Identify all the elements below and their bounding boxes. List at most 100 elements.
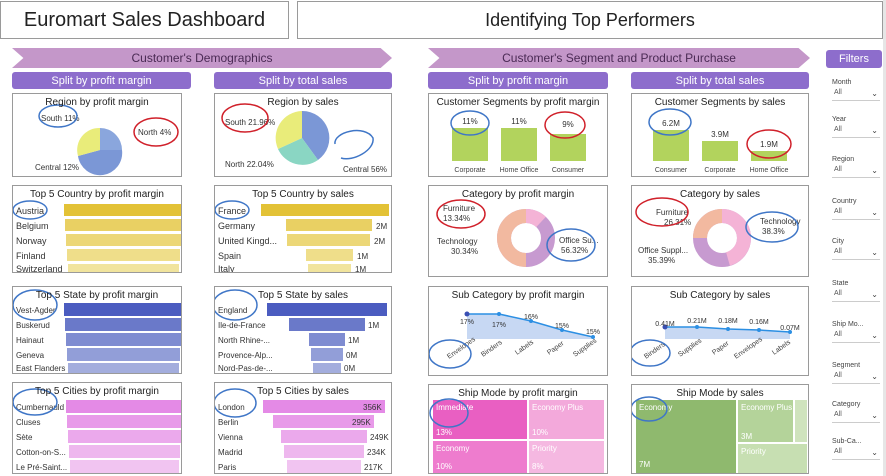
tile bbox=[738, 400, 793, 442]
filter-label: Month bbox=[832, 79, 852, 86]
value-label: 15% bbox=[555, 323, 569, 330]
state-profit-panel[interactable]: Top 5 State by profit margin Vest-Agder … bbox=[12, 286, 182, 374]
shipmode-profit-panel[interactable]: Ship Mode by profit margin Immediate 13%… bbox=[428, 384, 608, 474]
chevron-down-icon: ⌄ bbox=[871, 448, 878, 457]
tile bbox=[433, 400, 527, 439]
filter-state[interactable]: State All ⌄ bbox=[832, 280, 884, 302]
bar bbox=[261, 204, 389, 216]
filter-month[interactable]: Month All ⌄ bbox=[832, 79, 884, 101]
value-label: 295K bbox=[352, 418, 371, 427]
chevron-down-icon: ⌄ bbox=[871, 89, 878, 98]
category-label: Labels bbox=[514, 339, 535, 357]
category-label: Buskerud bbox=[16, 321, 50, 330]
value-label: 0.18M bbox=[718, 318, 738, 325]
category-label: Ile-de-France bbox=[218, 321, 266, 330]
dashboard-title: Euromart Sales Dashboard bbox=[0, 1, 289, 39]
filter-label: Ship Mo... bbox=[832, 321, 864, 328]
filter-dropdown[interactable]: All ⌄ bbox=[832, 411, 880, 423]
filter-sub-category[interactable]: Sub-Ca... All ⌄ bbox=[832, 438, 884, 460]
cities-profit-funnel: Cumbernauld Cluses Sète Cotton-on-S... L… bbox=[13, 388, 181, 473]
value-label: 2M bbox=[376, 222, 387, 231]
annotation-circle bbox=[632, 396, 668, 422]
tile bbox=[529, 441, 604, 473]
category-label: Cotton-on-S... bbox=[16, 448, 66, 457]
filter-ship-mode[interactable]: Ship Mo... All ⌄ bbox=[832, 321, 884, 343]
annotation-circle bbox=[13, 388, 58, 416]
subcategory-profit-panel[interactable]: Sub Category by profit margin 17% 17% 16… bbox=[428, 286, 608, 376]
category-label: Paris bbox=[218, 463, 236, 472]
filter-dropdown[interactable]: All ⌄ bbox=[832, 89, 880, 101]
bar bbox=[65, 318, 181, 331]
filter-value: All bbox=[834, 372, 842, 379]
category-sales-panel[interactable]: Category by sales Furniture 26.31% Techn… bbox=[631, 185, 809, 277]
filter-city[interactable]: City All ⌄ bbox=[832, 238, 884, 260]
category-label: Envelopes bbox=[733, 336, 764, 361]
filter-segment[interactable]: Segment All ⌄ bbox=[832, 362, 884, 384]
filter-dropdown[interactable]: All ⌄ bbox=[832, 248, 880, 260]
tile bbox=[795, 400, 807, 442]
category-label: Norway bbox=[16, 236, 47, 246]
annotation-circle bbox=[635, 197, 689, 227]
filter-region[interactable]: Region All ⌄ bbox=[832, 156, 884, 178]
segment-profit-panel[interactable]: Customer Segments by profit margin 11% 1… bbox=[428, 93, 608, 177]
filter-dropdown[interactable]: All ⌄ bbox=[832, 331, 880, 343]
cities-profit-panel[interactable]: Top 5 Cities by profit margin Cumbernaul… bbox=[12, 382, 182, 474]
country-sales-panel[interactable]: Top 5 Country by sales France Germany Un… bbox=[214, 185, 392, 273]
bar bbox=[308, 264, 351, 272]
category-label: Binders bbox=[480, 339, 504, 359]
bar bbox=[281, 430, 367, 443]
subcategory-sales-panel[interactable]: Sub Category by sales 0.41M 0.21M 0.18M … bbox=[631, 286, 809, 376]
filter-dropdown[interactable]: All ⌄ bbox=[832, 372, 880, 384]
annotation-circle bbox=[450, 110, 490, 136]
chart-title: Sub Category by sales bbox=[669, 290, 771, 301]
region-profit-panel[interactable]: Region by profit margin South 11% North … bbox=[12, 93, 182, 177]
country-profit-panel[interactable]: Top 5 Country by profit margin Austria B… bbox=[12, 185, 182, 273]
annotation-circle bbox=[546, 228, 596, 262]
segment-sales-panel[interactable]: Customer Segments by sales 6.2M 3.9M 1.9… bbox=[631, 93, 809, 177]
value-label: 1M bbox=[348, 336, 359, 345]
annotation-circle bbox=[436, 199, 486, 229]
bar bbox=[284, 445, 364, 458]
filter-country[interactable]: Country All ⌄ bbox=[832, 198, 884, 220]
filter-dropdown[interactable]: All ⌄ bbox=[832, 448, 880, 460]
filter-dropdown[interactable]: All ⌄ bbox=[832, 290, 880, 302]
filter-category[interactable]: Category All ⌄ bbox=[832, 401, 884, 423]
bar bbox=[67, 348, 180, 361]
filter-year[interactable]: Year All ⌄ bbox=[832, 116, 884, 138]
tile-label: Priority bbox=[532, 444, 557, 453]
annotation-circle bbox=[215, 289, 258, 321]
filter-dropdown[interactable]: All ⌄ bbox=[832, 166, 880, 178]
filter-dropdown[interactable]: All ⌄ bbox=[832, 208, 880, 220]
category-label: Nord-Pas-de-... bbox=[218, 364, 273, 373]
category-profit-panel[interactable]: Category by profit margin Furniture 13.3… bbox=[428, 185, 608, 277]
shipmode-sales-panel[interactable]: Ship Mode by sales Economy 7M Economy Pl… bbox=[631, 384, 809, 474]
chevron-down-icon: ⌄ bbox=[871, 290, 878, 299]
state-sales-panel[interactable]: Top 5 State by sales England Ile-de-Fran… bbox=[214, 286, 392, 374]
region-sales-panel[interactable]: Region by sales South 21.96% North 22.04… bbox=[214, 93, 392, 177]
region-sales-pie: South 21.96% North 22.04% Central 56% bbox=[221, 103, 387, 174]
chart-title: Top 5 Cities by sales bbox=[257, 386, 349, 397]
category-label: Supplies bbox=[572, 337, 598, 358]
label-furniture: Furniture bbox=[443, 204, 476, 213]
scrollbar[interactable] bbox=[883, 0, 886, 476]
category-label: Switzerland bbox=[16, 264, 63, 273]
category-label: Hainaut bbox=[16, 336, 44, 345]
category-label: Corporate bbox=[454, 167, 485, 174]
state-sales-funnel: England Ile-de-France North Rhine-... Pr… bbox=[215, 289, 387, 373]
value-label: 3.9M bbox=[711, 130, 729, 139]
chart-title: Ship Mode by sales bbox=[676, 388, 764, 399]
label-south: South 11% bbox=[41, 114, 80, 123]
chart-title: Top 5 State by sales bbox=[257, 290, 349, 301]
value-label: 234K bbox=[367, 448, 386, 457]
cities-sales-panel[interactable]: Top 5 Cities by sales London Berlin Vien… bbox=[214, 382, 392, 474]
chart-title: Sub Category by profit margin bbox=[451, 290, 585, 301]
page-title: Identifying Top Performers bbox=[297, 1, 883, 39]
bar bbox=[263, 400, 385, 413]
filter-dropdown[interactable]: All ⌄ bbox=[832, 126, 880, 138]
chevron-down-icon: ⌄ bbox=[871, 411, 878, 420]
chevron-down-icon: ⌄ bbox=[871, 372, 878, 381]
bar bbox=[67, 415, 181, 428]
label-technology: Technology bbox=[760, 217, 800, 226]
category-label: East Flanders bbox=[16, 364, 65, 373]
filter-value: All bbox=[834, 411, 842, 418]
